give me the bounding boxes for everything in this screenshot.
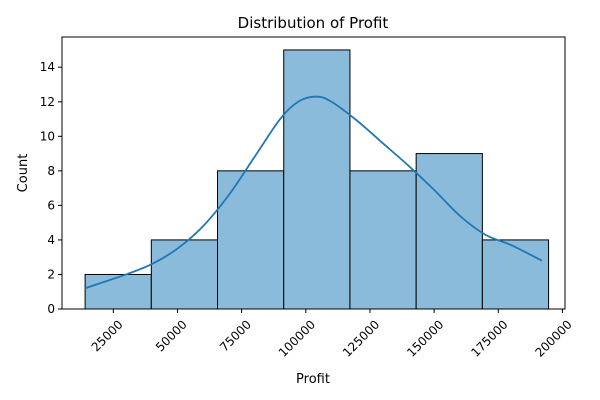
x-tick-label: 100000 <box>276 317 318 359</box>
y-axis-label: Count <box>16 154 31 193</box>
histogram-bar-5 <box>349 170 417 310</box>
histogram-bar-7 <box>481 239 550 310</box>
histogram-bar-1 <box>84 273 152 310</box>
y-tick-label: 14 <box>40 60 55 74</box>
y-tick-label: 4 <box>47 233 55 247</box>
histogram-bar-2 <box>150 239 219 310</box>
x-tick-label: 50000 <box>153 317 190 354</box>
x-tick-label: 125000 <box>340 317 382 359</box>
histogram-bar-4 <box>283 49 351 310</box>
x-tick-label: 175000 <box>468 317 510 359</box>
histogram-bar-6 <box>415 153 483 310</box>
y-tick-label: 12 <box>40 95 55 109</box>
x-tick-label: 200000 <box>532 317 574 359</box>
y-tick-label: 2 <box>47 267 55 281</box>
y-tick-label: 10 <box>40 129 55 143</box>
y-tick-label: 8 <box>47 164 55 178</box>
x-tick-label: 75000 <box>217 317 254 354</box>
y-tick-label: 0 <box>47 302 55 316</box>
x-tick-label: 150000 <box>404 317 446 359</box>
x-axis-label: Profit <box>296 372 330 387</box>
y-tick-label: 6 <box>47 198 55 212</box>
histogram-bar-3 <box>217 170 285 310</box>
x-tick-label: 25000 <box>89 317 126 354</box>
plot-area: 0 2 4 6 8 10 12 14 25000 50000 75000 100000 125000 15… <box>40 36 575 360</box>
chart-title: Distribution of Profit <box>238 14 389 32</box>
axes-frame <box>61 36 566 310</box>
kde-line <box>84 95 543 290</box>
